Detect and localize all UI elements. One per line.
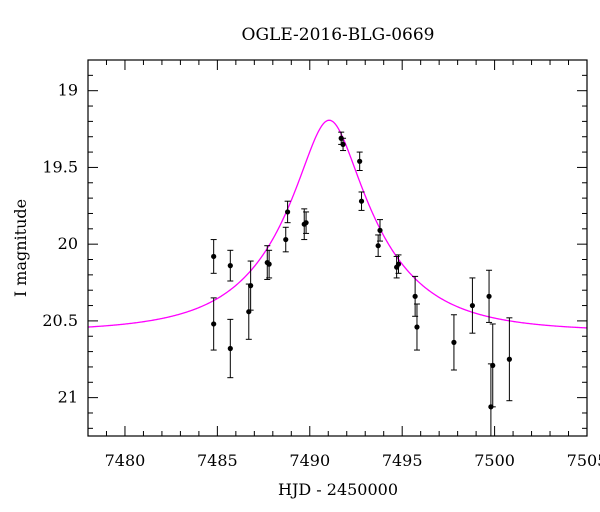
data-point [413,303,420,351]
data-point [247,260,254,311]
model-curve-layer [88,119,587,329]
data-marker [285,209,291,215]
data-point [282,226,289,253]
data-marker [490,362,496,369]
data-marker [414,324,420,330]
y-tick-labels: 19 19.5 20 20.5 21 [42,81,78,407]
data-point [284,200,291,224]
data-marker [211,321,217,327]
y-tick-label: 20 [58,234,78,253]
data-point [266,249,273,279]
data-point [469,277,476,334]
x-tick-label: 7500 [474,451,515,470]
data-marker [412,293,418,299]
chart-title: OGLE-2016-BLG-0669 [242,25,435,45]
data-point [506,317,513,402]
data-marker [506,356,512,362]
data-marker [469,302,476,309]
data-marker [227,263,233,269]
data-point [377,219,384,242]
data-point [210,297,217,351]
data-marker [451,339,457,345]
data-marker [395,261,402,267]
x-axis-label: HJD - 2450000 [278,480,398,499]
x-tick-label: 7495 [382,451,423,470]
x-tick-label: 7485 [197,451,238,470]
data-marker [358,198,365,204]
data-marker [375,243,381,249]
data-point [210,239,217,274]
data-marker [303,220,309,226]
data-marker [377,227,383,233]
x-tick-label: 7505 [567,451,600,470]
plot-frame [87,59,588,437]
data-point [450,314,457,371]
data-point [340,137,347,152]
data-point [358,191,365,211]
data-marker [248,283,254,289]
data-point [486,269,493,323]
data-point [489,323,496,408]
data-points-layer [210,131,513,436]
x-tick-labels: 7480 7485 7490 7495 7500 7505 [105,451,600,470]
y-tick-label: 20.5 [42,311,78,330]
data-marker [266,261,272,267]
data-marker [211,253,217,260]
data-marker [227,345,233,352]
data-point [395,254,402,274]
y-tick-label: 19.5 [42,157,78,176]
data-point [303,211,310,234]
y-tick-label: 21 [58,388,78,407]
data-point [356,151,363,171]
axis-ticks [87,59,588,436]
data-marker [340,141,346,148]
data-marker [486,293,492,299]
data-point [227,249,234,282]
data-point [227,318,234,379]
data-marker [357,158,363,164]
x-tick-label: 7480 [105,451,146,470]
y-axis-label: I magnitude [11,199,30,297]
data-marker [283,236,289,243]
x-tick-label: 7490 [289,451,330,470]
model-curve [88,119,587,329]
y-tick-label: 19 [58,81,78,100]
